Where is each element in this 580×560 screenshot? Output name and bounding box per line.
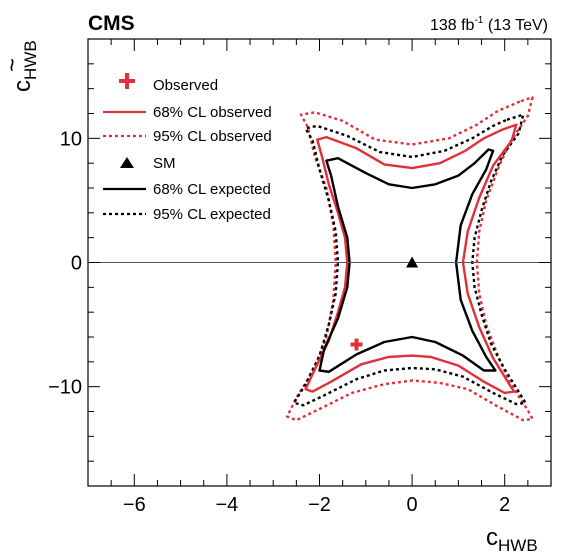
y-axis-title-sub: HWB: [21, 40, 40, 80]
luminosity-energy: (13 TeV): [488, 17, 548, 34]
legend-item-observed: Observed: [119, 73, 218, 94]
legend-label: SM: [153, 155, 176, 172]
y-tick-label: 0: [71, 253, 82, 275]
observed-best-fit-marker: [350, 338, 363, 351]
x-axis-title-sub: HWB: [498, 536, 538, 555]
legend-label: 95% CL observed: [153, 128, 272, 145]
contour-68-cl-expected: [318, 148, 497, 373]
luminosity-value: 138 fb: [430, 17, 475, 34]
axis-ticks: [87, 38, 552, 487]
x-axis-title-main: c: [486, 524, 498, 551]
x-tick-label: −4: [215, 494, 238, 516]
plot-frame: [87, 38, 552, 487]
legend-item-sm: SM: [120, 155, 176, 172]
svg-text:cHWB: cHWB: [9, 40, 40, 92]
legend-label: 68% CL expected: [153, 181, 271, 198]
sm-triangle-marker: [406, 256, 419, 268]
contour-68-cl-observed: [304, 123, 518, 395]
legend-label: 68% CL observed: [153, 104, 272, 121]
x-tick-label: 0: [407, 494, 418, 516]
x-axis-title: cHWB: [486, 524, 538, 555]
legend-item-95-observed: 95% CL observed: [103, 128, 272, 145]
legend-label: Observed: [153, 77, 218, 94]
y-axis-title-accent: ~: [0, 58, 26, 72]
x-tick-label: 2: [499, 494, 510, 516]
legend-item-68-expected: 68% CL expected: [103, 181, 271, 198]
legend-item-95-expected: 95% CL expected: [103, 206, 271, 223]
legend-cross-marker: [119, 73, 135, 89]
contour-layer: [285, 96, 534, 422]
y-tick-label: 10: [60, 128, 82, 150]
axis-tick-labels: −6 −4 −2 0 2 −10 0 10: [48, 128, 510, 516]
legend: Observed 68% CL observed 95% CL observed…: [103, 73, 272, 223]
y-tick-label: −10: [48, 377, 82, 399]
x-tick-label: −6: [123, 494, 146, 516]
x-tick-label: −2: [308, 494, 331, 516]
legend-triangle-marker: [120, 157, 134, 168]
legend-item-68-observed: 68% CL observed: [103, 104, 272, 121]
contour-95-cl-observed: [285, 96, 534, 422]
data-markers: [350, 256, 419, 351]
luminosity-exponent: -1: [474, 15, 483, 26]
contour-95-cl-expected: [292, 113, 527, 407]
y-axis-title: cHWB ~: [0, 40, 40, 92]
luminosity-label: 138 fb-1 (13 TeV): [430, 15, 548, 34]
legend-label: 95% CL expected: [153, 206, 271, 223]
experiment-label: CMS: [88, 12, 135, 35]
y-axis-title-main: c: [9, 80, 36, 92]
